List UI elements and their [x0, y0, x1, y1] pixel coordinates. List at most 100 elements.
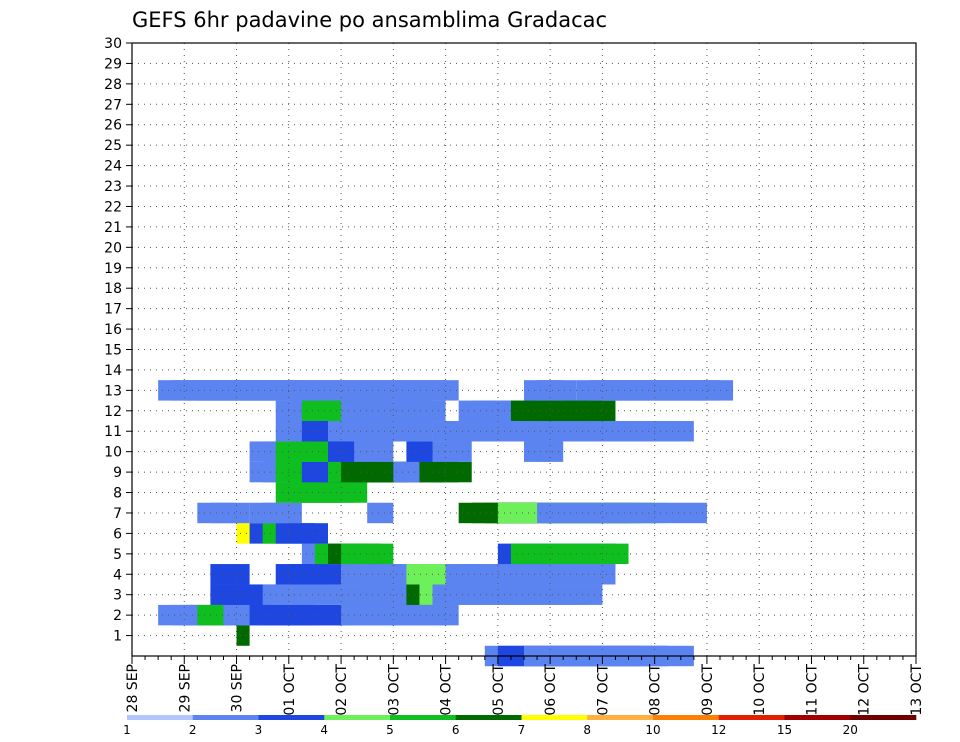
- y-tick-label: 20: [104, 240, 122, 256]
- colorbar-label: 4: [320, 723, 328, 737]
- colorbar-label: 20: [843, 723, 858, 737]
- heatmap-cell: [693, 380, 734, 401]
- heatmap-cell: [328, 380, 459, 401]
- colorbar: 1 2 3 4 5 6 7 8 10 12 15 20: [123, 715, 917, 737]
- y-tick-label: 23: [104, 179, 122, 195]
- x-tick-label: 07 OCT: [595, 664, 611, 716]
- y-tick-label: 3: [113, 588, 122, 604]
- heatmap-cell: [576, 421, 694, 442]
- y-axis: 1234567891011121314151617181920212223242…: [104, 36, 132, 645]
- colorbar-swatch: [653, 715, 720, 720]
- x-tick-label: 09 OCT: [700, 664, 716, 716]
- x-tick-label: 08 OCT: [648, 664, 664, 716]
- colorbar-label: 3: [255, 723, 263, 737]
- y-tick-label: 10: [104, 445, 122, 461]
- y-tick-label: 29: [104, 56, 122, 72]
- heatmap-cell: [537, 380, 577, 401]
- y-tick-label: 13: [104, 383, 122, 399]
- heatmap-cell: [354, 441, 394, 462]
- y-tick-label: 19: [104, 261, 122, 277]
- y-tick-label: 22: [104, 199, 122, 215]
- colorbar-label: 5: [386, 723, 394, 737]
- colorbar-swatch: [324, 715, 391, 720]
- heatmap-cell: [210, 564, 250, 585]
- y-tick-label: 11: [104, 424, 122, 440]
- colorbar-label: 8: [583, 723, 591, 737]
- y-tick-label: 16: [104, 322, 122, 338]
- colorbar-label: 6: [452, 723, 460, 737]
- colorbar-swatch: [390, 715, 457, 720]
- colorbar-swatch: [192, 715, 259, 720]
- x-tick-label: 11 OCT: [805, 664, 821, 716]
- x-tick-label: 02 OCT: [334, 664, 350, 716]
- heatmap-cell: [301, 564, 342, 585]
- heatmap-cell: [393, 400, 446, 422]
- colorbar-swatch: [718, 715, 785, 720]
- y-tick-label: 18: [104, 281, 122, 297]
- y-tick-label: 30: [104, 36, 122, 52]
- x-tick-label: 12 OCT: [857, 664, 873, 716]
- y-tick-label: 8: [113, 486, 122, 502]
- y-tick-label: 1: [113, 629, 122, 645]
- y-tick-label: 17: [104, 302, 122, 318]
- y-tick-label: 27: [104, 97, 122, 113]
- heatmap-cell: [275, 584, 328, 605]
- x-tick-label: 03 OCT: [386, 664, 402, 716]
- heatmap-cell: [288, 523, 328, 544]
- heatmap-cell: [236, 625, 250, 646]
- heatmap-cell: [458, 564, 616, 585]
- x-tick-label: 05 OCT: [491, 664, 507, 716]
- colorbar-swatch: [455, 715, 522, 720]
- y-tick-label: 21: [104, 220, 122, 236]
- colorbar-swatch: [258, 715, 325, 720]
- x-tick-label: 13 OCT: [909, 664, 925, 716]
- colorbar-label: 2: [189, 723, 197, 737]
- heatmap-cell: [341, 543, 394, 565]
- colorbar-swatch: [127, 715, 194, 720]
- x-tick-label: 30 SEP: [230, 664, 246, 712]
- y-tick-label: 24: [104, 159, 122, 175]
- x-tick-label: 06 OCT: [543, 664, 559, 716]
- colorbar-label: 12: [711, 723, 726, 737]
- y-tick-label: 6: [113, 526, 122, 542]
- y-tick-label: 2: [113, 608, 122, 624]
- x-axis: 28 SEP 29 SEP 30 SEP 01 OCT 02 OCT 03 OCT 04 O…: [125, 656, 925, 716]
- y-tick-label: 25: [104, 138, 122, 154]
- grid-lines: [132, 42, 916, 656]
- heatmap-cell: [432, 584, 603, 605]
- y-tick-label: 26: [104, 118, 122, 134]
- heatmap-cell: [354, 604, 459, 626]
- heatmap-cell: [510, 543, 629, 565]
- colorbar-label: 10: [645, 723, 660, 737]
- colorbar-label: 15: [777, 723, 792, 737]
- x-tick-label: 28 SEP: [125, 664, 141, 712]
- heatmap-cell: [301, 482, 368, 503]
- heatmap-cell: [537, 502, 707, 524]
- colorbar-label: 7: [518, 723, 526, 737]
- x-tick-label: 04 OCT: [439, 664, 455, 716]
- x-tick-label: 10 OCT: [752, 664, 768, 716]
- colorbar-swatch: [784, 715, 851, 720]
- x-tick-label: 29 SEP: [177, 664, 193, 712]
- y-tick-label: 12: [104, 404, 122, 420]
- heatmap-cell: [262, 604, 355, 626]
- y-tick-label: 14: [104, 363, 122, 379]
- y-tick-label: 5: [113, 547, 122, 563]
- colorbar-label: 1: [123, 723, 131, 737]
- colorbar-swatch: [521, 715, 588, 720]
- chart-title: GEFS 6hr padavine po ansamblima Gradacac: [132, 8, 607, 32]
- heatmap-cell: [432, 461, 472, 483]
- y-tick-label: 9: [113, 465, 122, 481]
- y-tick-label: 4: [113, 567, 122, 583]
- heatmap-cell: [210, 502, 250, 524]
- heatmap-cell: [367, 502, 394, 524]
- y-tick-label: 15: [104, 343, 122, 359]
- y-tick-label: 7: [113, 506, 122, 522]
- colorbar-swatch: [587, 715, 654, 720]
- heatmap-cell: [380, 421, 433, 442]
- heatmap-cell: [432, 441, 472, 462]
- x-tick-label: 01 OCT: [282, 664, 298, 716]
- y-tick-label: 28: [104, 77, 122, 93]
- colorbar-swatch: [850, 715, 917, 720]
